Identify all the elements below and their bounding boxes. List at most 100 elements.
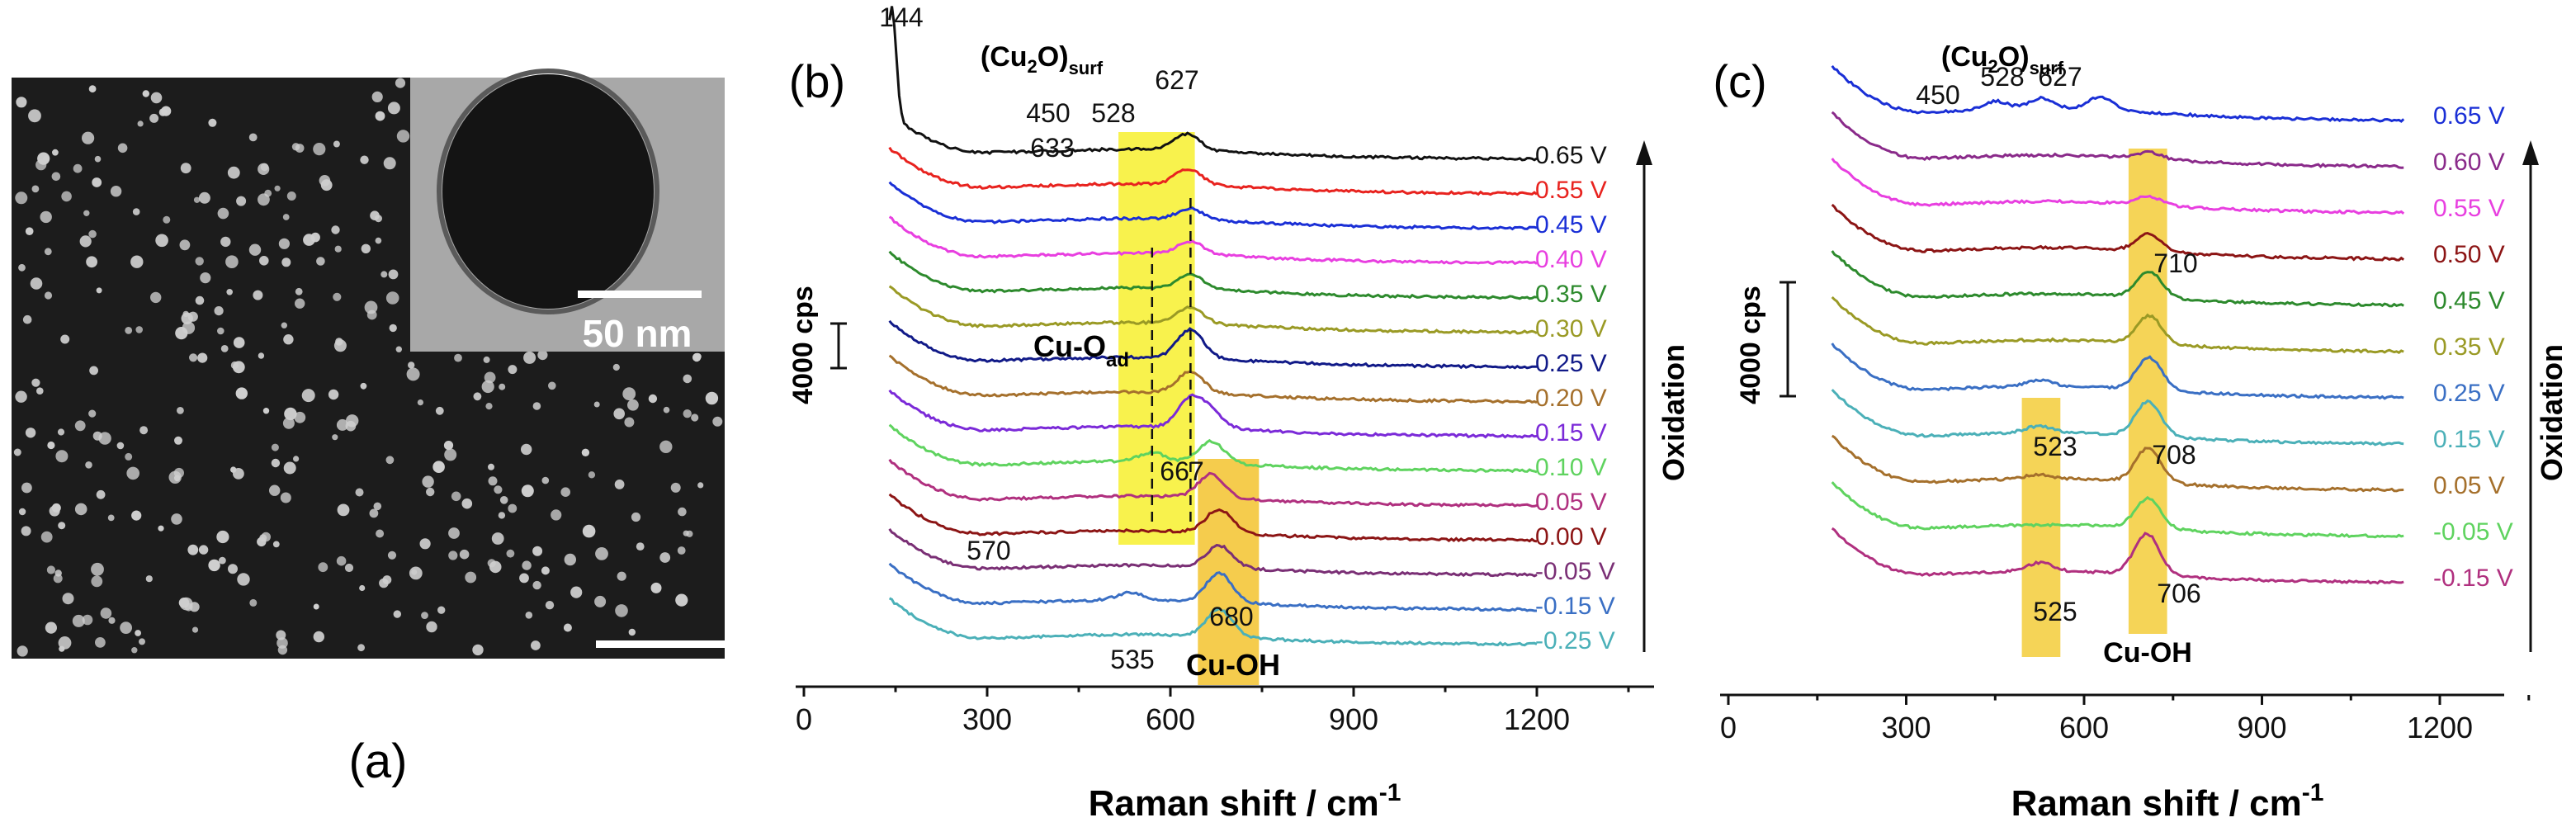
nanoparticle — [286, 191, 296, 201]
nanoparticle — [508, 365, 518, 375]
cu-o-ad-label: Cu-Oad — [1033, 329, 1129, 371]
spectrum-line — [1831, 389, 2404, 447]
nanoparticle — [683, 374, 692, 384]
nanoparticle — [88, 85, 97, 93]
spectrum-line — [888, 423, 1538, 474]
potential-labels: 0.65 V 0.55 V 0.45 V 0.40 V 0.35 V 0.30 V 0.25… — [1535, 142, 1615, 655]
nanoparticle — [385, 291, 399, 305]
potential-label: -0.25 V — [1535, 627, 1615, 655]
nanoparticle — [18, 263, 26, 272]
spectrum-line — [1831, 434, 2404, 493]
nanoparticle — [220, 236, 231, 248]
nanoparticle — [376, 529, 385, 538]
nanoparticle — [187, 544, 199, 555]
nanoparticle — [47, 441, 55, 450]
peak-label: 535 — [1110, 645, 1154, 674]
potential-label: -0.05 V — [1535, 558, 1615, 585]
nanoparticle — [60, 334, 70, 344]
nanoparticle — [316, 257, 325, 266]
nanoparticle — [426, 487, 435, 497]
panel-label-a: (a) — [349, 735, 408, 788]
nanoparticle — [110, 186, 122, 197]
nanoparticle — [283, 461, 296, 475]
nanoparticle — [36, 387, 44, 395]
nanoparticle — [117, 143, 128, 154]
spectrum-line — [888, 528, 1538, 578]
nanoparticle — [40, 531, 53, 543]
peak-label: 570 — [967, 536, 1010, 565]
nanoparticle — [253, 290, 263, 300]
nanoparticle — [88, 409, 97, 418]
highlight-bands — [1118, 132, 1260, 685]
nanoparticle — [237, 573, 250, 586]
nanoparticle — [336, 555, 347, 566]
nanoparticle — [532, 546, 543, 556]
nanoparticle — [624, 417, 635, 428]
nanoparticle — [617, 571, 626, 581]
nanoparticle — [295, 298, 305, 309]
x-tick-label: 300 — [1881, 711, 1931, 744]
nanoparticle — [16, 97, 27, 108]
inset-scale-bar — [578, 291, 702, 298]
highlight-band — [2021, 398, 2061, 657]
nanoparticle — [200, 272, 211, 284]
nanoparticle — [217, 327, 225, 335]
nanoparticle — [139, 638, 145, 645]
nanoparticle — [61, 191, 72, 202]
spectrum-line — [888, 6, 1538, 162]
nanoparticle — [461, 498, 473, 509]
nanoparticle — [335, 338, 343, 346]
nanoparticle — [421, 612, 428, 619]
nanoparticle — [532, 402, 541, 410]
x-tick-label: 1200 — [1504, 702, 1570, 736]
potential-label: 0.40 V — [1535, 246, 1607, 273]
nanoparticle — [262, 408, 270, 414]
nanoparticle — [230, 466, 237, 473]
potential-label: 0.55 V — [1535, 177, 1607, 204]
nanoparticle — [519, 573, 529, 584]
nanoparticle — [545, 601, 555, 610]
spectrum-line — [888, 597, 1538, 647]
nanoparticle — [217, 207, 229, 220]
nanoparticle — [465, 571, 477, 584]
nanoparticle — [107, 514, 115, 522]
nanoparticle — [57, 428, 65, 436]
cu2o-surf-header: (Cu2O)surf — [1941, 41, 2064, 78]
nanoparticle — [345, 420, 357, 432]
nanoparticle — [52, 149, 59, 156]
nanoparticle — [375, 215, 382, 223]
potential-label: 0.25 V — [2433, 380, 2505, 407]
nanoparticle — [506, 549, 515, 558]
nanoparticle — [408, 362, 415, 369]
nanoparticle — [15, 191, 28, 205]
nanoparticle — [472, 644, 484, 656]
nanoparticle — [564, 553, 576, 566]
nanoparticle — [627, 399, 639, 411]
nanoparticle — [284, 407, 297, 421]
nanoparticle — [406, 367, 420, 381]
nanoparticle — [25, 227, 34, 236]
nanoparticle — [74, 503, 87, 516]
nanoparticle — [499, 383, 506, 390]
nanoparticle — [678, 507, 687, 517]
nanoparticle — [155, 234, 168, 248]
nanoparticle — [487, 559, 496, 568]
nanoparticle — [387, 551, 397, 560]
nanoparticle — [181, 312, 193, 324]
nanoparticle — [132, 208, 140, 215]
nanoparticle — [388, 269, 399, 280]
nanoparticle — [62, 593, 74, 605]
nanoparticle — [494, 485, 503, 494]
nanoparticle — [31, 185, 40, 193]
nanoparticle — [301, 389, 315, 403]
spectrum-line — [888, 181, 1538, 231]
x-tick-label: 0 — [1720, 711, 1737, 744]
nanoparticle — [532, 580, 541, 590]
spectrum-line — [1831, 111, 2404, 169]
nanoparticle — [82, 614, 93, 626]
nanoparticle — [179, 239, 191, 251]
nanoparticle — [332, 434, 338, 441]
nanoparticle — [615, 604, 628, 617]
nanoparticle — [175, 327, 188, 340]
nanoparticle — [86, 256, 97, 268]
